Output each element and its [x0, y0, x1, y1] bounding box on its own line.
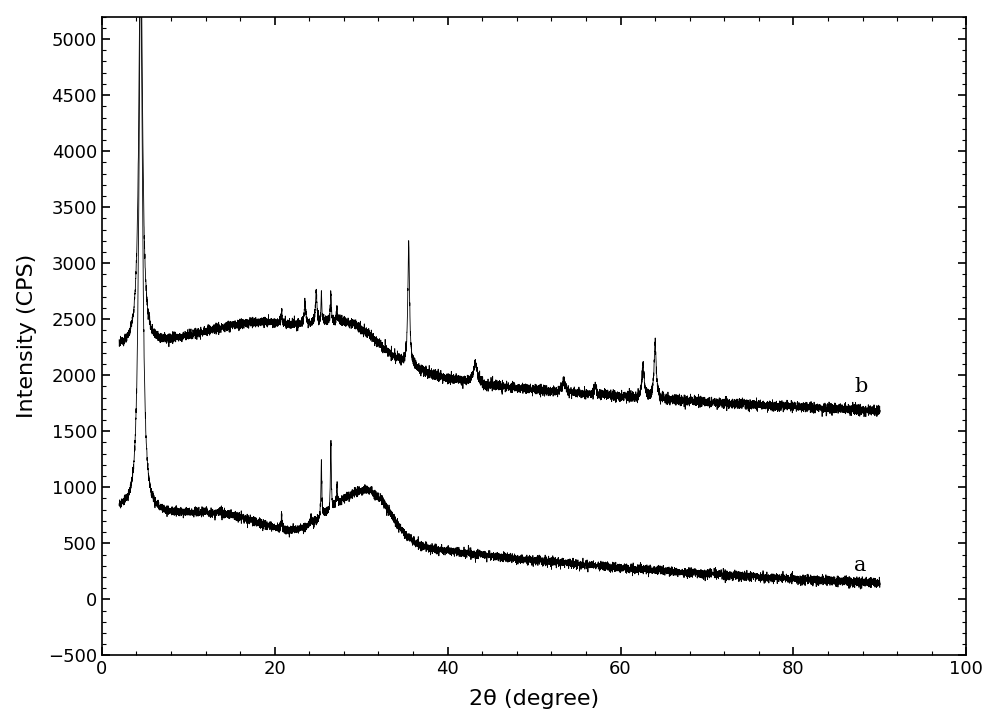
- Y-axis label: Intensity (CPS): Intensity (CPS): [17, 254, 37, 418]
- Text: b: b: [854, 377, 867, 396]
- X-axis label: 2θ (degree): 2θ (degree): [469, 689, 599, 709]
- Text: a: a: [854, 556, 866, 575]
